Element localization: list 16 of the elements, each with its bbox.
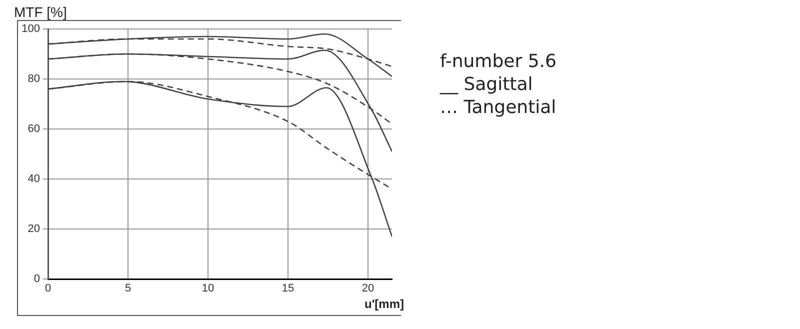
- y-tick-label: 80: [28, 73, 40, 86]
- x-tick-label: 15: [282, 282, 294, 295]
- x-tick-label: 10: [202, 282, 214, 295]
- text: f-number 5.6: [440, 50, 556, 73]
- y-tick-label: 20: [28, 223, 40, 236]
- x-tick-label: 20: [362, 282, 374, 295]
- text: … Tangential: [440, 96, 556, 119]
- y-axis-title: MTF [%]: [14, 4, 67, 20]
- y-tick-label: 60: [28, 123, 40, 136]
- y-tick-label: 40: [28, 173, 40, 186]
- x-tick-label: 0: [44, 282, 52, 295]
- text: __ Sagittal: [440, 73, 534, 96]
- x-tick-label: 5: [124, 282, 132, 295]
- y-tick-label: 100: [22, 23, 40, 36]
- y-tick-label: 0: [34, 273, 40, 286]
- x-axis-title: u'[mm]: [364, 297, 404, 311]
